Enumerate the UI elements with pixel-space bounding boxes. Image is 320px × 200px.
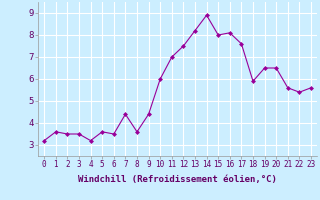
X-axis label: Windchill (Refroidissement éolien,°C): Windchill (Refroidissement éolien,°C) xyxy=(78,175,277,184)
